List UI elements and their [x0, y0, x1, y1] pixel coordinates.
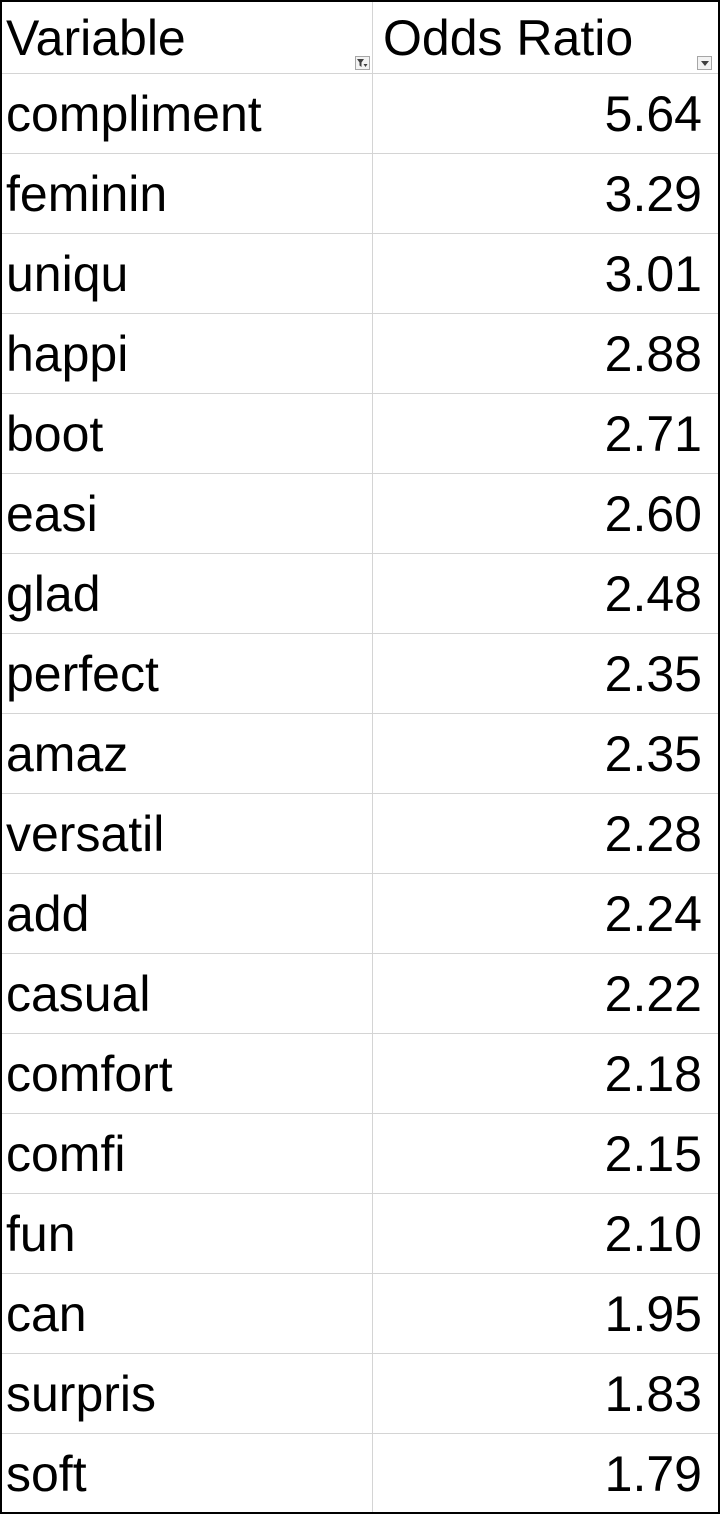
cell-odds-ratio[interactable]: 2.22 — [604, 965, 702, 1022]
table-row: add 2.24 — [2, 874, 718, 954]
dropdown-arrow-icon[interactable] — [697, 56, 712, 70]
cell-variable[interactable]: casual — [2, 954, 373, 1033]
cell-odds-ratio[interactable]: 3.29 — [604, 165, 702, 222]
table-row: boot 2.71 — [2, 394, 718, 474]
cell-odds-ratio[interactable]: 1.79 — [604, 1446, 702, 1502]
cell-variable[interactable]: fun — [2, 1194, 373, 1273]
cell-variable[interactable]: can — [2, 1274, 373, 1353]
cell-variable[interactable]: glad — [2, 554, 373, 633]
table-row: soft 1.79 — [2, 1434, 718, 1512]
cell-variable[interactable]: feminin — [2, 154, 373, 233]
header-cell-odds-ratio[interactable]: Odds Ratio — [373, 2, 718, 73]
cell-odds-ratio[interactable]: 2.35 — [604, 725, 702, 782]
cell-odds-ratio[interactable]: 2.10 — [604, 1205, 702, 1262]
filter-applied-icon[interactable] — [355, 56, 370, 70]
cell-odds-ratio[interactable]: 2.71 — [604, 405, 702, 462]
cell-variable[interactable]: boot — [2, 394, 373, 473]
table-body: compliment 5.64 feminin 3.29 uniqu 3.01 happi 2… — [2, 74, 718, 1512]
cell-odds-ratio[interactable]: 2.35 — [604, 645, 702, 702]
cell-odds-ratio[interactable]: 2.60 — [604, 485, 702, 542]
cell-variable[interactable]: add — [2, 874, 373, 953]
header-label-odds-ratio: Odds Ratio — [383, 9, 634, 66]
table-row: easi 2.60 — [2, 474, 718, 554]
header-row: Variable Odds Ratio — [2, 2, 718, 74]
cell-variable[interactable]: surpris — [2, 1354, 373, 1433]
table-row: surpris 1.83 — [2, 1354, 718, 1434]
cell-variable[interactable]: perfect — [2, 634, 373, 713]
cell-odds-ratio[interactable]: 3.01 — [604, 245, 702, 302]
cell-odds-ratio[interactable]: 2.28 — [604, 805, 702, 862]
header-label-variable: Variable — [6, 9, 186, 66]
cell-odds-ratio[interactable]: 2.24 — [604, 885, 702, 942]
table-row: fun 2.10 — [2, 1194, 718, 1274]
cell-odds-ratio[interactable]: 2.15 — [604, 1125, 702, 1182]
cell-variable[interactable]: comfort — [2, 1034, 373, 1113]
table-row: casual 2.22 — [2, 954, 718, 1034]
table-row: amaz 2.35 — [2, 714, 718, 794]
cell-odds-ratio[interactable]: 1.95 — [604, 1285, 702, 1342]
cell-odds-ratio[interactable]: 2.48 — [604, 565, 702, 622]
cell-variable[interactable]: easi — [2, 474, 373, 553]
table-row: glad 2.48 — [2, 554, 718, 634]
cell-odds-ratio[interactable]: 2.18 — [604, 1045, 702, 1102]
table-row: feminin 3.29 — [2, 154, 718, 234]
cell-variable[interactable]: compliment — [2, 74, 373, 153]
cell-odds-ratio[interactable]: 1.83 — [604, 1365, 702, 1422]
table-row: happi 2.88 — [2, 314, 718, 394]
table-row: compliment 5.64 — [2, 74, 718, 154]
header-cell-variable[interactable]: Variable — [2, 2, 373, 73]
table-row: uniqu 3.01 — [2, 234, 718, 314]
cell-variable[interactable]: amaz — [2, 714, 373, 793]
table-row: versatil 2.28 — [2, 794, 718, 874]
cell-variable[interactable]: soft — [2, 1434, 373, 1512]
table-row: can 1.95 — [2, 1274, 718, 1354]
table-row: perfect 2.35 — [2, 634, 718, 714]
table-row: comfort 2.18 — [2, 1034, 718, 1114]
cell-variable[interactable]: happi — [2, 314, 373, 393]
table-row: comfi 2.15 — [2, 1114, 718, 1194]
cell-odds-ratio[interactable]: 2.88 — [604, 325, 702, 382]
cell-odds-ratio[interactable]: 5.64 — [604, 85, 702, 142]
cell-variable[interactable]: comfi — [2, 1114, 373, 1193]
cell-variable[interactable]: versatil — [2, 794, 373, 873]
cell-variable[interactable]: uniqu — [2, 234, 373, 313]
